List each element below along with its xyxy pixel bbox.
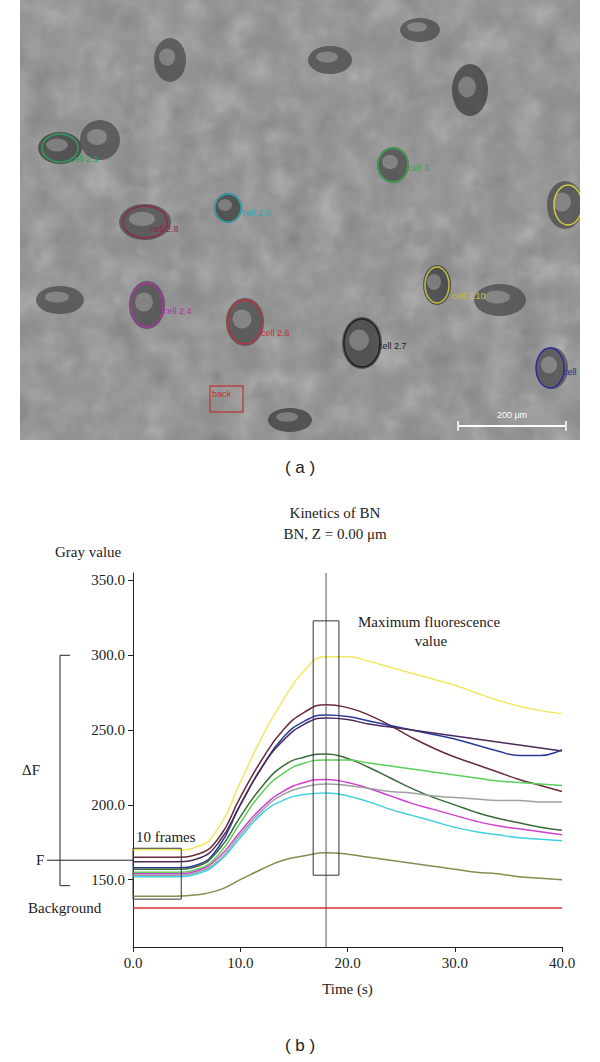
svg-text:300.0: 300.0 — [91, 647, 125, 663]
svg-text:cell 2.8: cell 2.8 — [150, 224, 179, 234]
svg-text:cell 2.7: cell 2.7 — [378, 341, 407, 351]
svg-text:40.0: 40.0 — [549, 955, 575, 971]
svg-text:Time (s): Time (s) — [322, 981, 373, 998]
svg-text:cell 2.1: cell 2.1 — [70, 154, 99, 164]
svg-text:value: value — [415, 633, 448, 649]
svg-text:back: back — [212, 389, 232, 399]
svg-text:BN, Z = 0.00 μm: BN, Z = 0.00 μm — [283, 526, 387, 542]
svg-text:cell 2.10: cell 2.10 — [452, 291, 486, 301]
html-text:( a ): ( a ) — [284, 458, 316, 477]
svg-text:0.0: 0.0 — [124, 955, 143, 971]
svg-text:F: F — [36, 852, 44, 868]
svg-text:10 frames: 10 frames — [136, 829, 196, 845]
svg-text:Gray value: Gray value — [55, 544, 122, 560]
svg-text:Background: Background — [28, 900, 102, 916]
svg-text:ΔF: ΔF — [22, 762, 40, 778]
svg-text:250.0: 250.0 — [91, 722, 125, 738]
svg-text:30.0: 30.0 — [442, 955, 468, 971]
svg-text:200.0: 200.0 — [91, 797, 125, 813]
svg-text:cell 3: cell 3 — [408, 163, 429, 173]
svg-text:cell 2.4: cell 2.4 — [163, 306, 192, 316]
svg-text:200 μm: 200 μm — [497, 410, 527, 420]
html-text:( b ): ( b ) — [284, 1036, 316, 1055]
svg-text:350.0: 350.0 — [91, 572, 125, 588]
svg-text:150.0: 150.0 — [91, 872, 125, 888]
svg-text:Kinetics of BN: Kinetics of BN — [290, 505, 381, 521]
svg-text:Maximum fluorescence: Maximum fluorescence — [358, 614, 504, 630]
svg-text:10.0: 10.0 — [227, 955, 253, 971]
svg-text:cell: cell — [563, 367, 577, 377]
svg-text:cell 2.9: cell 2.9 — [242, 208, 271, 218]
svg-text:cell 2.6: cell 2.6 — [261, 328, 290, 338]
svg-text:20.0: 20.0 — [334, 955, 360, 971]
